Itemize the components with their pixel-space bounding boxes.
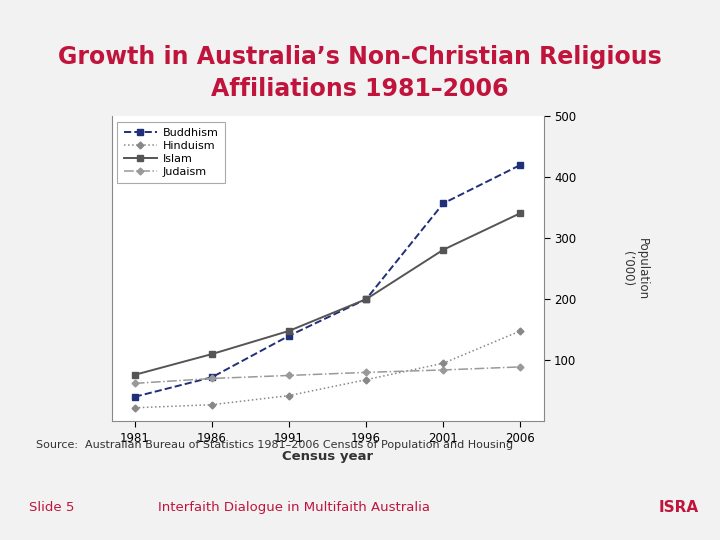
Line: Hinduism: Hinduism (132, 328, 523, 410)
Line: Buddhism: Buddhism (132, 162, 523, 400)
Hinduism (130, 404, 139, 411)
Judaism (362, 369, 371, 376)
Buddhism (362, 296, 371, 302)
Text: Slide 5: Slide 5 (29, 501, 74, 514)
Judaism (284, 372, 293, 379)
Text: Interfaith Dialogue in Multifaith Australia: Interfaith Dialogue in Multifaith Austra… (158, 501, 431, 514)
Text: Growth in Australia’s Non‑Christian Religious: Growth in Australia’s Non‑Christian Reli… (58, 45, 662, 69)
Text: ISRA: ISRA (658, 500, 698, 515)
Judaism (439, 367, 448, 373)
Line: Islam: Islam (132, 211, 523, 377)
Buddhism (516, 161, 525, 168)
Islam (439, 246, 448, 253)
Judaism (207, 375, 216, 382)
Text: Source:  Australian Bureau of Statistics 1981–2006 Census of Population and Hous: Source: Australian Bureau of Statistics … (36, 441, 513, 450)
Hinduism (207, 401, 216, 408)
Y-axis label: Population
(’000): Population (’000) (621, 238, 649, 300)
Hinduism (284, 393, 293, 399)
Buddhism (284, 333, 293, 339)
Islam (516, 210, 525, 217)
Judaism (516, 363, 525, 370)
Buddhism (130, 394, 139, 400)
Legend: Buddhism, Hinduism, Islam, Judaism: Buddhism, Hinduism, Islam, Judaism (117, 122, 225, 183)
Text: Affiliations 1981–2006: Affiliations 1981–2006 (211, 77, 509, 101)
Line: Judaism: Judaism (132, 364, 523, 386)
Islam (284, 328, 293, 334)
Hinduism (362, 376, 371, 383)
X-axis label: Census year: Census year (282, 450, 373, 463)
Islam (130, 372, 139, 378)
Hinduism (439, 360, 448, 367)
Hinduism (516, 328, 525, 334)
Islam (362, 296, 371, 302)
Judaism (130, 380, 139, 387)
Buddhism (207, 374, 216, 381)
Buddhism (439, 200, 448, 207)
Islam (207, 351, 216, 357)
